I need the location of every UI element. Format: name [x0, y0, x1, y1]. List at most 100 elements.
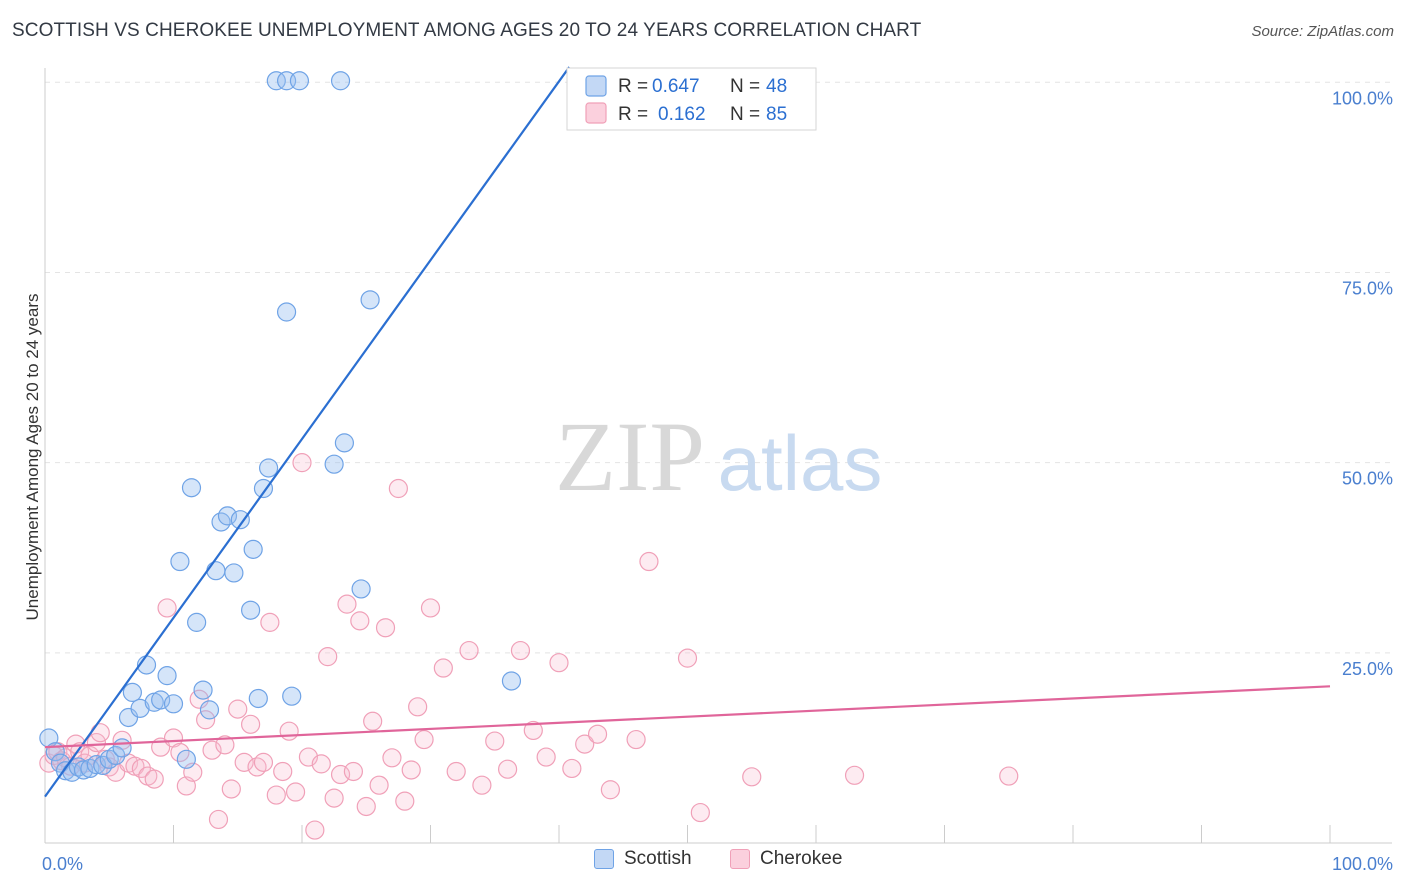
- scottish-point-36: [241, 600, 261, 620]
- cherokee-point-83: [844, 765, 865, 785]
- legend-n-value-2: 85: [766, 104, 787, 125]
- scottish-point-31: [230, 510, 250, 530]
- cherokee-point-18: [131, 758, 151, 779]
- cherokee-trend-line: [44, 685, 1331, 749]
- cherokee-point-46: [311, 754, 331, 774]
- scottish-point-27: [206, 561, 226, 581]
- scottish-point-47: [330, 71, 351, 91]
- cherokee-point-70: [510, 640, 531, 661]
- legend-n-label-2: N =: [730, 104, 760, 125]
- cherokee-point-51: [343, 761, 363, 782]
- cherokee-point-38: [260, 612, 280, 632]
- y-tick-label-3: 100.0%: [1332, 88, 1393, 108]
- cherokee-point-54: [363, 711, 383, 731]
- scottish-point-34: [253, 478, 274, 499]
- cherokee-point-67: [472, 775, 492, 795]
- watermark: ZIP atlas: [555, 401, 882, 512]
- scottish-point-42: [360, 290, 380, 310]
- cherokee-point-48: [324, 788, 344, 808]
- scottish-point-46: [289, 71, 310, 91]
- scottish-point-35: [258, 458, 279, 478]
- y-axis-label: Unemployment Among Ages 20 to 24 years: [23, 294, 42, 621]
- cherokee-point-35: [241, 714, 261, 734]
- cherokee-point-82: [742, 767, 762, 787]
- cherokee-point-31: [215, 735, 235, 755]
- legend-r-value-2: 0.162: [658, 104, 706, 125]
- cherokee-point-41: [279, 721, 299, 741]
- cherokee-point-68: [485, 731, 505, 751]
- cherokee-point-37: [253, 752, 274, 772]
- scottish-point-19: [157, 666, 177, 686]
- cherokee-point-33: [228, 699, 248, 719]
- legend-n-label-1: N =: [730, 76, 760, 97]
- source-label: Source: ZipAtlas.com: [1251, 23, 1394, 40]
- scottish-trend-line: [44, 66, 571, 798]
- cherokee-point-69: [498, 759, 518, 779]
- cherokee-point-61: [408, 697, 428, 717]
- cherokee-point-77: [600, 780, 621, 800]
- scottish-point-29: [217, 506, 238, 526]
- axes: [44, 68, 1392, 844]
- scottish-point-12: [112, 738, 132, 758]
- scottish-point-32: [243, 539, 263, 559]
- legend-r-label-2: R =: [618, 104, 648, 125]
- cherokee-point-47: [318, 647, 338, 667]
- cherokee-points: [39, 453, 1019, 840]
- x-tick-label-1: 100.0%: [1332, 854, 1393, 874]
- scottish-point-39: [324, 454, 344, 474]
- cherokee-point-10: [86, 732, 107, 753]
- scottish-point-15: [130, 698, 150, 718]
- cherokee-point-80: [677, 648, 698, 668]
- scottish-point-22: [176, 749, 196, 769]
- cherokee-point-59: [395, 791, 415, 811]
- cherokee-point-81: [690, 802, 710, 823]
- cherokee-point-11: [90, 723, 110, 743]
- legend-swatch-scottish-bottom: [594, 849, 614, 869]
- trend-lines: [44, 66, 1331, 798]
- legend-swatch-cherokee: [585, 102, 607, 124]
- scottish-point-37: [276, 302, 297, 322]
- scottish-point-6: [73, 760, 94, 780]
- scottish-point-23: [181, 478, 202, 498]
- cherokee-point-84: [999, 766, 1019, 786]
- scottish-point-11: [106, 745, 126, 766]
- scottish-point-21: [170, 551, 190, 572]
- legend-n-value-1: 48: [766, 76, 787, 97]
- cherokee-point-39: [266, 785, 286, 805]
- cherokee-point-71: [523, 720, 543, 741]
- scottish-point-33: [248, 688, 268, 709]
- cherokee-point-32: [221, 779, 241, 799]
- cherokee-point-78: [626, 729, 646, 750]
- cherokee-point-55: [369, 775, 389, 795]
- cherokee-point-29: [202, 740, 222, 760]
- cherokee-point-34: [234, 752, 254, 772]
- cherokee-point-74: [562, 758, 582, 779]
- scottish-point-24: [187, 612, 207, 632]
- legend-swatch-scottish: [585, 75, 607, 97]
- legend-label-scottish: Scottish: [624, 848, 692, 869]
- grid-lines: [45, 81, 1392, 654]
- scottish-point-20: [163, 694, 184, 714]
- cherokee-point-62: [414, 729, 434, 750]
- cherokee-point-20: [144, 769, 164, 789]
- cherokee-point-40: [273, 761, 293, 782]
- y-tick-label-2: 75.0%: [1342, 278, 1393, 298]
- cherokee-point-43: [292, 453, 312, 473]
- scottish-point-8: [86, 755, 107, 775]
- cherokee-point-58: [388, 478, 408, 499]
- cherokee-point-79: [639, 551, 659, 572]
- cherokee-point-76: [587, 724, 608, 744]
- scottish-point-30: [224, 563, 244, 583]
- cherokee-point-60: [401, 760, 421, 780]
- scottish-point-43: [501, 671, 522, 691]
- watermark-atlas: atlas: [718, 419, 883, 507]
- chart-title: SCOTTISH VS CHEROKEE UNEMPLOYMENT AMONG …: [12, 20, 922, 41]
- cherokee-point-50: [337, 594, 357, 614]
- cherokee-point-72: [536, 747, 556, 767]
- scottish-point-41: [351, 579, 371, 599]
- cherokee-point-65: [446, 761, 466, 782]
- scottish-point-38: [282, 686, 302, 706]
- legend-r-label-1: R =: [618, 76, 648, 97]
- cherokee-point-22: [157, 598, 177, 618]
